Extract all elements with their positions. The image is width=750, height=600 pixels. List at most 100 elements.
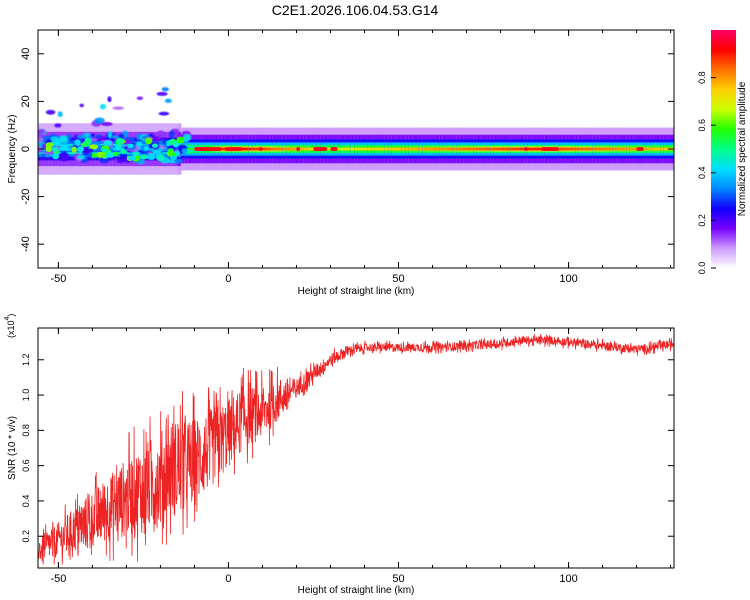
heatmap-blob bbox=[107, 96, 112, 103]
heatmap-cell bbox=[425, 147, 430, 151]
heatmap-blob bbox=[82, 147, 90, 156]
heatmap-cell bbox=[483, 147, 488, 151]
heatmap-blob-bright bbox=[45, 142, 54, 147]
snr-ytick-label: 0.8 bbox=[21, 424, 31, 437]
heatmap-cell bbox=[480, 147, 485, 151]
heatmap-cell bbox=[497, 147, 502, 151]
snr-xlabel: Height of straight line (km) bbox=[298, 585, 415, 596]
heatmap-cell bbox=[605, 147, 610, 151]
heatmap-blob-bright bbox=[82, 140, 91, 148]
heatmap-cell bbox=[299, 147, 304, 151]
snr-ylabel: SNR (10 * v/v) bbox=[7, 416, 18, 480]
heatmap-cell bbox=[361, 147, 365, 151]
heatmap-cell bbox=[344, 147, 348, 151]
heatmap-peak bbox=[636, 147, 644, 151]
heatmap-peak bbox=[541, 147, 559, 151]
heatmap-blob bbox=[113, 158, 118, 163]
snr-panel: -50 0 50 100 0.2 0.4 0.6 0.8 1.0 1.2 Height of st… bbox=[4, 314, 675, 596]
heatmap-cell bbox=[663, 147, 668, 151]
heatmap-peak bbox=[524, 147, 528, 151]
heatmap-cell bbox=[371, 147, 376, 151]
heatmap-peak bbox=[313, 147, 328, 151]
heatmap-cell bbox=[378, 147, 382, 151]
heatmap-blob-bright bbox=[74, 139, 81, 146]
heatmap-blob bbox=[87, 152, 94, 158]
heatmap-blob-bright bbox=[131, 151, 141, 156]
heatmap-cell bbox=[442, 147, 447, 151]
heatmap-cell bbox=[599, 147, 604, 151]
heatmap-cell bbox=[401, 147, 406, 151]
heatmap-cell bbox=[514, 147, 519, 151]
snr-multiplier: (x104) bbox=[4, 314, 16, 338]
heatmap-cell bbox=[500, 147, 505, 151]
heatmap-cell bbox=[391, 147, 396, 151]
heatmap-blob-bright bbox=[153, 150, 162, 156]
heatmap-cell bbox=[374, 147, 379, 151]
colorbar-gradient bbox=[711, 30, 736, 268]
heatmap-blob-bright bbox=[120, 148, 127, 155]
heatmap-cell bbox=[653, 147, 658, 151]
heatmap-blob-bright bbox=[77, 145, 85, 153]
heatmap-cell bbox=[476, 147, 481, 151]
colorbar-tick-label: 0.4 bbox=[697, 167, 707, 180]
heatmap-cell bbox=[493, 147, 498, 151]
heatmap-cell bbox=[565, 147, 570, 151]
heatmap-blob-bright bbox=[60, 144, 68, 151]
snr-ytick-label: 0.6 bbox=[21, 459, 31, 472]
heatmap-blob bbox=[115, 158, 127, 163]
heatmap-cell bbox=[435, 147, 440, 151]
heatmap-cell bbox=[58, 147, 63, 151]
heatmap-cell bbox=[327, 147, 331, 151]
heatmap-cell bbox=[568, 147, 573, 151]
heatmap-blob bbox=[77, 154, 86, 160]
heatmap-blob bbox=[54, 123, 62, 128]
heatmap-cell bbox=[429, 147, 433, 151]
heatmap-cell bbox=[347, 147, 352, 151]
heatmap-cell bbox=[463, 147, 468, 151]
heatmap-cell bbox=[578, 147, 583, 151]
spectrogram-ylabel: Frequency (Hz) bbox=[7, 115, 18, 184]
heatmap-blob bbox=[174, 158, 183, 164]
heatmap-blob-bright bbox=[107, 151, 115, 158]
heatmap-cell bbox=[456, 147, 461, 151]
heatmap-cell bbox=[289, 147, 294, 151]
snr-multiplier-close: ) bbox=[6, 314, 16, 317]
heatmap-blob-bright bbox=[71, 146, 77, 154]
figure-title: C2E1.2026.106.04.53.G14 bbox=[272, 2, 439, 18]
heatmap-cell bbox=[265, 147, 270, 151]
heatmap-cell bbox=[418, 147, 423, 151]
heatmap-cell bbox=[303, 147, 308, 151]
spectrogram-panel: -50 0 50 100 -40 -20 0 20 40 Height of straight … bbox=[7, 29, 675, 297]
heatmap-cell bbox=[412, 147, 416, 151]
heatmap-cell bbox=[242, 147, 246, 151]
heatmap-cell bbox=[503, 147, 508, 151]
heatmap-cell bbox=[415, 147, 420, 151]
heatmap-cell bbox=[306, 147, 311, 151]
heatmap-cell bbox=[279, 147, 284, 151]
snr-ytick-label: 1.0 bbox=[21, 389, 31, 402]
heatmap-cell bbox=[432, 147, 437, 151]
spectrogram-ytick-label: 40 bbox=[20, 48, 32, 60]
heatmap-blob bbox=[100, 122, 113, 127]
heatmap-peak bbox=[259, 147, 263, 151]
snr-multiplier-exp: 4 bbox=[4, 316, 11, 320]
heatmap-cell bbox=[558, 147, 563, 151]
heatmap-blob bbox=[45, 109, 56, 115]
heatmap-cell bbox=[595, 147, 600, 151]
heatmap-cell bbox=[473, 147, 478, 151]
heatmap-blob-bright bbox=[51, 147, 58, 152]
heatmap-blob-bright bbox=[145, 137, 153, 145]
heatmap-cell bbox=[633, 147, 638, 151]
heatmap-cell bbox=[459, 147, 464, 151]
heatmap-blob-bright bbox=[100, 151, 107, 159]
heatmap-cell bbox=[561, 147, 566, 151]
heatmap-blob bbox=[181, 148, 188, 154]
heatmap-blob bbox=[95, 134, 102, 139]
snr-frame bbox=[37, 327, 675, 569]
heatmap-blob bbox=[158, 111, 170, 116]
heatmap-blob bbox=[107, 130, 113, 139]
heatmap-cell bbox=[490, 147, 495, 151]
heatmap-blob bbox=[57, 111, 63, 118]
heatmap-cell bbox=[575, 147, 580, 151]
